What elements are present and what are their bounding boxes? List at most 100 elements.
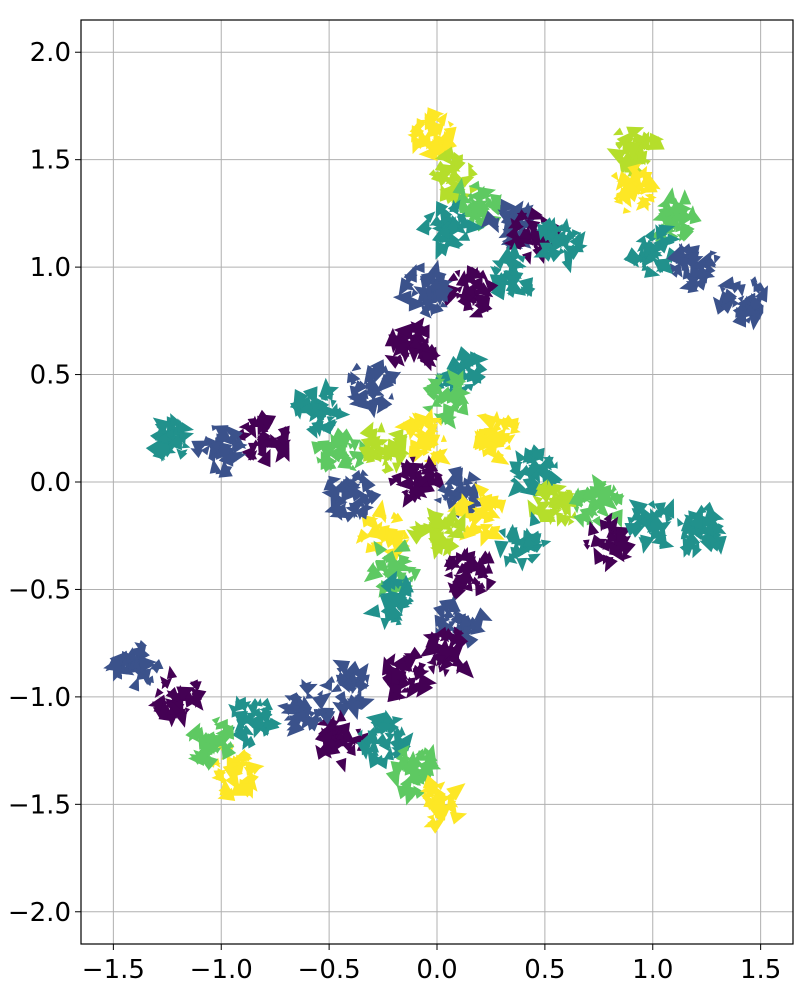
data-point <box>152 417 170 432</box>
y-tick-label: 1.0 <box>30 253 71 283</box>
data-point <box>459 213 472 230</box>
data-point <box>320 390 329 401</box>
data-point <box>391 472 402 487</box>
data-point <box>434 471 443 483</box>
data-point <box>341 451 352 464</box>
y-tick-label: 2.0 <box>30 38 71 68</box>
data-point <box>635 520 643 529</box>
data-cluster <box>103 640 164 692</box>
data-point <box>476 186 496 201</box>
data-point <box>120 650 131 660</box>
data-point <box>466 471 482 483</box>
data-cluster <box>527 479 580 527</box>
data-point <box>345 677 354 689</box>
data-point <box>354 695 365 703</box>
data-point <box>299 681 312 693</box>
data-point <box>616 131 633 149</box>
data-point <box>689 511 703 531</box>
data-point <box>654 502 666 518</box>
data-point <box>480 524 494 534</box>
data-point <box>363 564 384 583</box>
data-point <box>548 469 560 484</box>
data-point <box>416 118 427 127</box>
data-point <box>377 721 396 735</box>
data-point <box>644 265 661 278</box>
data-point <box>243 432 253 440</box>
data-point <box>337 696 348 704</box>
data-point <box>341 437 351 448</box>
data-cluster <box>406 506 466 560</box>
data-point <box>613 127 624 136</box>
data-point <box>397 745 410 758</box>
data-point <box>351 469 363 483</box>
data-point <box>220 734 233 744</box>
data-point <box>473 303 484 311</box>
data-point <box>480 501 492 510</box>
data-point <box>451 656 467 668</box>
data-point <box>372 441 384 453</box>
data-point <box>152 668 160 674</box>
data-point <box>207 441 221 456</box>
data-point <box>452 606 461 616</box>
data-point <box>442 612 450 621</box>
data-point <box>448 403 457 410</box>
data-point <box>545 243 553 249</box>
data-point <box>384 732 395 742</box>
data-point <box>548 494 561 508</box>
data-point <box>406 529 425 545</box>
data-points <box>103 107 768 834</box>
data-point <box>463 284 476 300</box>
data-point <box>433 604 446 621</box>
data-point <box>586 505 599 517</box>
data-point <box>257 448 271 468</box>
data-point <box>719 285 726 293</box>
data-point <box>542 456 554 465</box>
data-point <box>462 359 474 373</box>
data-point <box>571 498 584 508</box>
data-point <box>384 609 391 619</box>
data-point <box>457 231 471 241</box>
data-point <box>642 174 658 193</box>
data-point <box>626 126 645 140</box>
data-point <box>374 733 392 748</box>
data-point <box>423 793 435 807</box>
data-point <box>484 413 495 424</box>
data-point <box>310 403 319 411</box>
data-point <box>336 724 345 735</box>
data-cluster <box>422 369 471 430</box>
data-point <box>613 197 623 205</box>
data-point <box>311 420 324 437</box>
data-point <box>200 444 210 456</box>
data-point <box>211 441 221 454</box>
data-point <box>484 278 499 294</box>
y-tick-label: −1.0 <box>8 683 71 713</box>
data-point <box>427 378 440 388</box>
data-point <box>468 307 483 318</box>
data-point <box>454 269 461 278</box>
data-point <box>211 716 221 725</box>
data-point <box>541 479 548 488</box>
data-point <box>402 491 416 508</box>
data-point <box>394 453 407 469</box>
data-point <box>115 674 122 680</box>
data-point <box>435 201 449 219</box>
data-point <box>751 276 758 283</box>
x-tick-label: −0.5 <box>298 955 361 985</box>
data-cluster <box>582 512 636 573</box>
data-point <box>448 472 460 488</box>
data-point <box>462 631 479 649</box>
data-point <box>507 217 523 229</box>
data-point <box>339 742 354 753</box>
data-point <box>121 665 135 676</box>
data-point <box>261 424 269 433</box>
data-cluster <box>712 276 768 331</box>
data-point <box>582 539 590 548</box>
x-tick-label: 0.0 <box>416 955 457 985</box>
data-point <box>474 607 493 621</box>
data-point <box>694 259 707 274</box>
data-point <box>430 514 450 531</box>
data-point <box>432 528 440 534</box>
data-point <box>381 570 398 591</box>
data-point <box>427 664 436 675</box>
data-point <box>447 521 453 529</box>
